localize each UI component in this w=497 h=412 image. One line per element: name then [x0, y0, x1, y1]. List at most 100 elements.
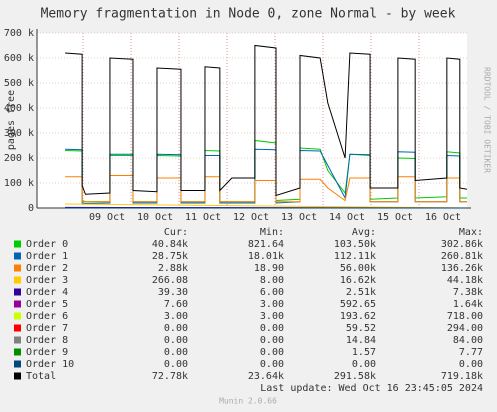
- legend-label: Order 10: [26, 359, 74, 370]
- legend-stat: 23.64k: [248, 371, 284, 382]
- legend-stat: 18.01k: [248, 251, 284, 262]
- legend-stat: 0.00: [260, 335, 284, 346]
- x-tick-label: 14 Oct: [329, 212, 365, 223]
- legend-stat: 0.00: [459, 359, 483, 370]
- legend-stat: 193.62: [340, 311, 376, 322]
- legend-label: Order 0: [26, 239, 68, 250]
- legend-swatch: [14, 252, 21, 260]
- legend-stat: 56.00k: [340, 263, 376, 274]
- series-line: [65, 203, 468, 209]
- legend-stat: 3.00: [260, 311, 284, 322]
- legend-stat: 59.52: [346, 323, 376, 334]
- legend-stat: 72.78k: [152, 371, 188, 382]
- y-tick-label: 400 k: [4, 103, 34, 114]
- y-axis-label: pages free: [6, 90, 17, 150]
- legend-swatch: [14, 312, 21, 320]
- legend-stat: 39.30: [158, 287, 188, 298]
- legend-stat: 112.11k: [334, 251, 376, 262]
- legend-stat: 84.00: [453, 335, 483, 346]
- legend-stat: 1.64k: [453, 299, 483, 310]
- legend-stat: 7.77: [459, 347, 483, 358]
- legend-stat: 14.84: [346, 335, 376, 346]
- legend-stat: 294.00: [447, 323, 483, 334]
- legend-label: Order 3: [26, 275, 68, 286]
- legend-stat: 6.00: [260, 287, 284, 298]
- legend-swatch: [14, 372, 21, 380]
- legend-stat: 821.64: [248, 239, 284, 250]
- legend-label: Order 9: [26, 347, 68, 358]
- legend-header: Max:: [459, 227, 483, 238]
- legend-stat: 8.00: [260, 275, 284, 286]
- legend-header: Avg:: [352, 227, 376, 238]
- legend-stat: 302.86k: [441, 239, 483, 250]
- legend-stat: 1.57: [352, 347, 376, 358]
- legend-stat: 40.84k: [152, 239, 188, 250]
- legend-stat: 266.08: [152, 275, 188, 286]
- legend-stat: 592.65: [340, 299, 376, 310]
- legend-label: Total: [26, 371, 56, 382]
- legend-label: Order 5: [26, 299, 68, 310]
- legend-swatch: [14, 360, 21, 368]
- legend-stat: 2.88k: [158, 263, 188, 274]
- legend-stat: 18.90: [254, 263, 284, 274]
- x-tick-label: 10 Oct: [137, 212, 173, 223]
- legend-header: Min:: [260, 227, 284, 238]
- legend-stat: 7.60: [164, 299, 188, 310]
- legend-swatch: [14, 324, 21, 332]
- y-tick-label: 100 k: [4, 178, 34, 189]
- legend-swatch: [14, 300, 21, 308]
- legend-swatch: [14, 348, 21, 356]
- legend-stat: 28.75k: [152, 251, 188, 262]
- plot-area: [37, 33, 467, 208]
- legend-header: Cur:: [164, 227, 188, 238]
- legend-stat: 44.18k: [447, 275, 483, 286]
- legend-stat: 16.62k: [340, 275, 376, 286]
- y-tick-label: 500 k: [4, 78, 34, 89]
- legend-stat: 2.51k: [346, 287, 376, 298]
- legend-stat: 7.38k: [453, 287, 483, 298]
- legend-stat: 0.00: [164, 347, 188, 358]
- legend-swatch: [14, 240, 21, 248]
- x-tick-label: 09 Oct: [89, 212, 125, 223]
- legend-stat: 0.00: [260, 347, 284, 358]
- legend-stat: 260.81k: [441, 251, 483, 262]
- legend-label: Order 2: [26, 263, 68, 274]
- legend-stat: 136.26k: [441, 263, 483, 274]
- legend-stat: 291.58k: [334, 371, 376, 382]
- last-update: Last update: Wed Oct 16 23:45:05 2024: [260, 383, 483, 394]
- x-tick-label: 15 Oct: [377, 212, 413, 223]
- legend-swatch: [14, 336, 21, 344]
- legend-stat: 3.00: [260, 299, 284, 310]
- legend-stat: 0.00: [164, 359, 188, 370]
- legend-stat: 103.50k: [334, 239, 376, 250]
- series-line: [65, 44, 468, 197]
- legend-stat: 0.00: [260, 359, 284, 370]
- legend-swatch: [14, 288, 21, 296]
- chart-title: Memory fragmentation in Node 0, zone Nor…: [41, 7, 456, 22]
- footer: Munin 2.0.66: [219, 397, 277, 406]
- legend-stat: 719.18k: [441, 371, 483, 382]
- legend-label: Order 8: [26, 335, 68, 346]
- legend-label: Order 1: [26, 251, 68, 262]
- y-tick-label: 700 k: [4, 28, 34, 39]
- legend-stat: 0.00: [164, 335, 188, 346]
- x-tick-label: 11 Oct: [185, 212, 221, 223]
- x-tick-label: 13 Oct: [281, 212, 317, 223]
- y-tick-label: 600 k: [4, 53, 34, 64]
- legend-label: Order 7: [26, 323, 68, 334]
- legend-stat: 0.00: [260, 323, 284, 334]
- legend-swatch: [14, 264, 21, 272]
- legend-label: Order 6: [26, 311, 68, 322]
- x-tick-label: 16 Oct: [425, 212, 461, 223]
- legend-swatch: [14, 276, 21, 284]
- y-tick-label: 200 k: [4, 153, 34, 164]
- y-tick-label: 300 k: [4, 128, 34, 139]
- side-text: RRDTOOL / TOBI OETIKER: [483, 67, 492, 173]
- legend-label: Order 4: [26, 287, 68, 298]
- legend-stat: 0.00: [164, 323, 188, 334]
- legend-stat: 0.00: [352, 359, 376, 370]
- legend-stat: 718.00: [447, 311, 483, 322]
- x-tick-label: 12 Oct: [233, 212, 269, 223]
- y-tick-label: 0: [28, 203, 34, 214]
